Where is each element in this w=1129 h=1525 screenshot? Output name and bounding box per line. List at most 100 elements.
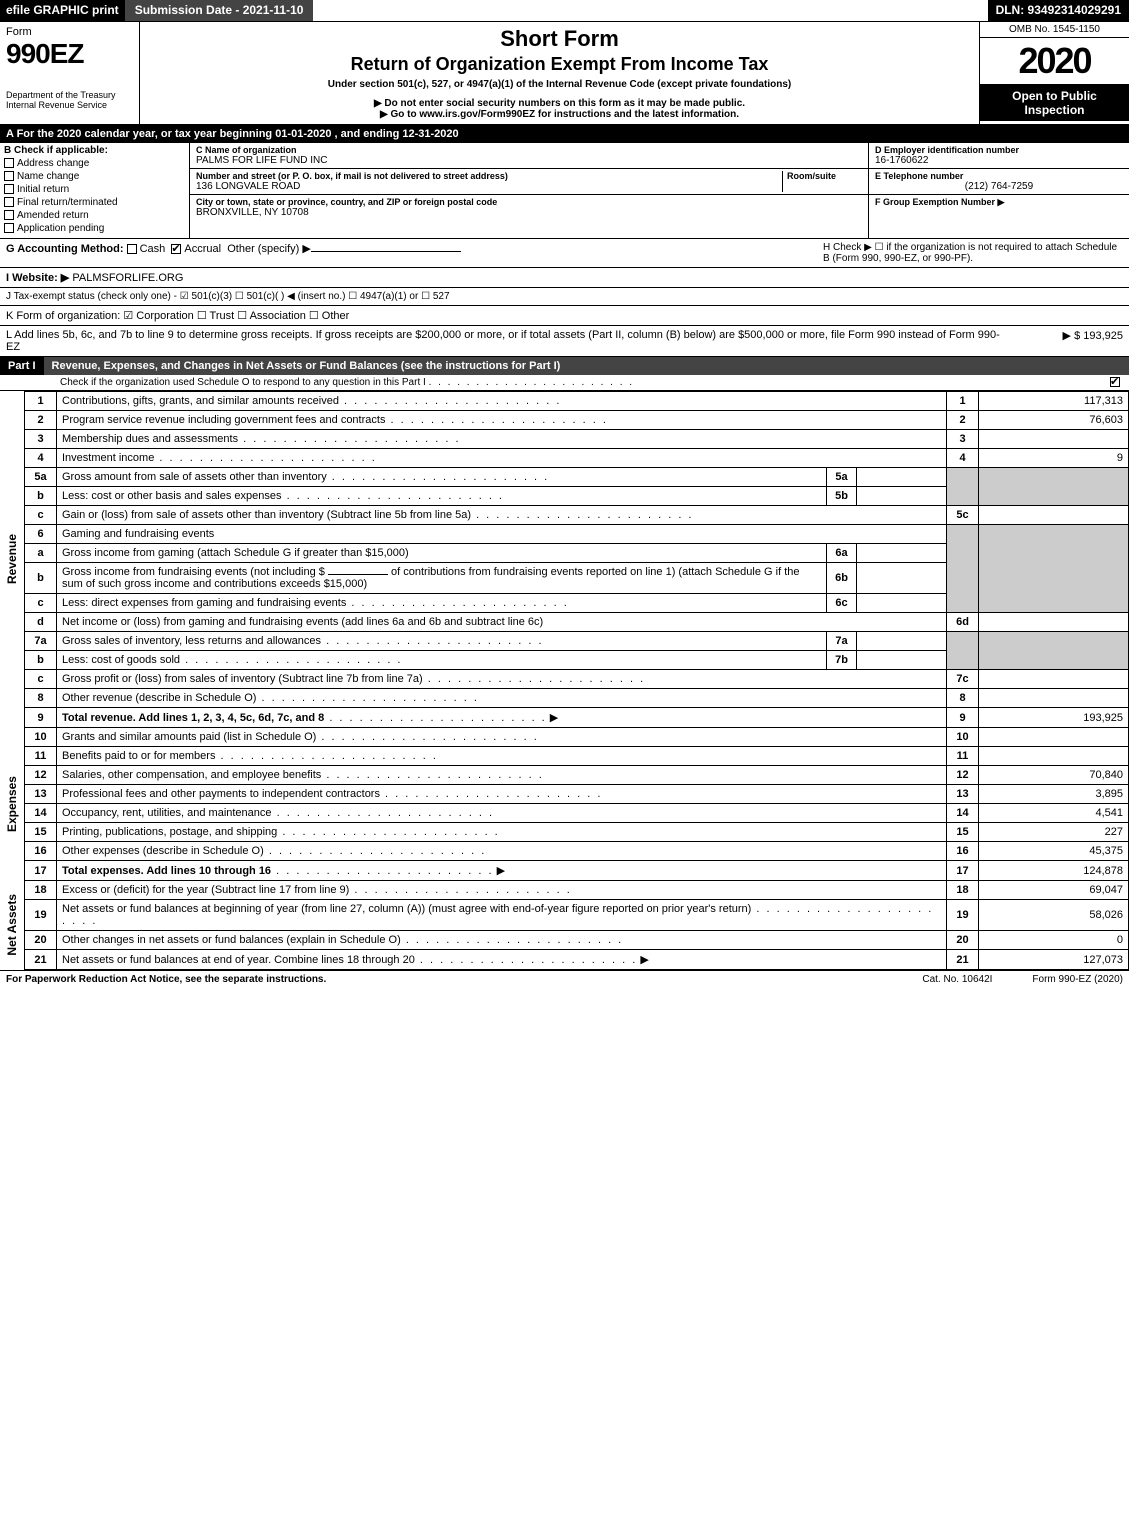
val-20: 0 — [979, 931, 1129, 950]
row-11: 11 Benefits paid to or for members 11 — [0, 747, 1129, 766]
tax-year: 2020 — [980, 38, 1129, 85]
line-k: K Form of organization: ☑ Corporation ☐ … — [0, 306, 1129, 326]
netassets-side-label: Net Assets — [5, 894, 19, 956]
line-j: J Tax-exempt status (check only one) - ☑… — [0, 288, 1129, 306]
form-word: Form — [6, 26, 133, 38]
line-g: G Accounting Method: Cash Accrual Other … — [6, 242, 823, 264]
chk-schedule-o[interactable] — [1110, 377, 1120, 387]
chk-amended-return[interactable]: Amended return — [4, 210, 185, 221]
dln-label: DLN: 93492314029291 — [988, 0, 1129, 21]
org-city-label: City or town, state or province, country… — [196, 197, 862, 207]
entity-info-grid: B Check if applicable: Address change Na… — [0, 143, 1129, 239]
group-exemption-row: F Group Exemption Number ▶ — [869, 195, 1129, 210]
val-21: 127,073 — [979, 950, 1129, 970]
efile-label: efile GRAPHIC print — [0, 0, 125, 21]
row-5c: c Gain or (loss) from sale of assets oth… — [0, 506, 1129, 525]
val-13: 3,895 — [979, 785, 1129, 804]
val-4: 9 — [979, 449, 1129, 468]
subval-6c — [857, 594, 947, 613]
row-16: 16 Other expenses (describe in Schedule … — [0, 842, 1129, 861]
val-6d — [979, 613, 1129, 632]
phone-value: (212) 764-7259 — [875, 181, 1123, 192]
subval-6b — [857, 563, 947, 594]
ein-row: D Employer identification number 16-1760… — [869, 143, 1129, 169]
part1-bar: Part I Revenue, Expenses, and Changes in… — [0, 357, 1129, 375]
org-addr-value: 136 LONGVALE ROAD — [196, 181, 782, 192]
subval-7a — [857, 632, 947, 651]
val-3 — [979, 430, 1129, 449]
org-name-label: C Name of organization — [196, 145, 862, 155]
val-19: 58,026 — [979, 900, 1129, 931]
short-form-label: Short Form — [148, 26, 971, 52]
line-i-label: I Website: ▶ — [6, 272, 69, 284]
chk-initial-return[interactable]: Initial return — [4, 184, 185, 195]
form-meta-block: OMB No. 1545-1150 2020 Open to Public In… — [979, 22, 1129, 124]
tax-year-bar: A For the 2020 calendar year, or tax yea… — [0, 125, 1129, 143]
val-12: 70,840 — [979, 766, 1129, 785]
row-13: 13 Professional fees and other payments … — [0, 785, 1129, 804]
ein-label: D Employer identification number — [875, 145, 1123, 155]
ein-value: 16-1760622 — [875, 155, 1123, 166]
form-title-block: Short Form Return of Organization Exempt… — [140, 22, 979, 124]
row-1: Revenue 1 Contributions, gifts, grants, … — [0, 392, 1129, 411]
page-footer: For Paperwork Reduction Act Notice, see … — [0, 970, 1129, 988]
val-17: 124,878 — [979, 861, 1129, 881]
row-12: 12 Salaries, other compensation, and emp… — [0, 766, 1129, 785]
line-l-value: ▶ $ 193,925 — [1003, 329, 1123, 353]
row-18: Net Assets 18 Excess or (deficit) for th… — [0, 881, 1129, 900]
box-d-e-f: D Employer identification number 16-1760… — [869, 143, 1129, 238]
val-9: 193,925 — [979, 708, 1129, 728]
omb-number: OMB No. 1545-1150 — [980, 22, 1129, 38]
chk-cash[interactable] — [127, 244, 137, 254]
val-7c — [979, 670, 1129, 689]
part1-note: Check if the organization used Schedule … — [0, 375, 1129, 391]
row-6d: d Net income or (loss) from gaming and f… — [0, 613, 1129, 632]
website-value: PALMSFORLIFE.ORG — [72, 272, 183, 284]
line-l-text: L Add lines 5b, 6c, and 7b to line 9 to … — [6, 329, 1003, 353]
chk-final-return[interactable]: Final return/terminated — [4, 197, 185, 208]
phone-row: E Telephone number (212) 764-7259 — [869, 169, 1129, 195]
submission-date: Submission Date - 2021-11-10 — [125, 0, 314, 21]
form-subtitle: Under section 501(c), 527, or 4947(a)(1)… — [148, 79, 971, 90]
box-b-title: B Check if applicable: — [4, 145, 185, 156]
line-i: I Website: ▶ PALMSFORLIFE.ORG — [0, 268, 1129, 288]
form-warning-1: ▶ Do not enter social security numbers o… — [148, 98, 971, 109]
form-number: 990EZ — [6, 38, 133, 70]
box-c: C Name of organization PALMS FOR LIFE FU… — [190, 143, 869, 238]
val-11 — [979, 747, 1129, 766]
val-14: 4,541 — [979, 804, 1129, 823]
irs-label: Internal Revenue Service — [6, 100, 133, 110]
chk-address-change[interactable]: Address change — [4, 158, 185, 169]
revenue-side-label: Revenue — [5, 534, 19, 584]
line-g-label: G Accounting Method: — [6, 243, 124, 255]
chk-name-change[interactable]: Name change — [4, 171, 185, 182]
group-exemption-label: F Group Exemption Number ▶ — [875, 197, 1123, 208]
val-18: 69,047 — [979, 881, 1129, 900]
line-h: H Check ▶ ☐ if the organization is not r… — [823, 242, 1123, 264]
form-id-block: Form 990EZ Department of the Treasury In… — [0, 22, 140, 124]
expenses-side-label: Expenses — [5, 776, 19, 832]
footer-right: Form 990-EZ (2020) — [1032, 974, 1123, 985]
row-17: 17 Total expenses. Add lines 10 through … — [0, 861, 1129, 881]
box-b: B Check if applicable: Address change Na… — [0, 143, 190, 238]
inspect-line1: Open to Public — [1012, 89, 1097, 103]
org-city-row: City or town, state or province, country… — [190, 195, 868, 220]
chk-application-pending[interactable]: Application pending — [4, 223, 185, 234]
org-name-value: PALMS FOR LIFE FUND INC — [196, 155, 862, 166]
top-bar: efile GRAPHIC print Submission Date - 20… — [0, 0, 1129, 22]
val-8 — [979, 689, 1129, 708]
row-19: 19 Net assets or fund balances at beginn… — [0, 900, 1129, 931]
val-10 — [979, 728, 1129, 747]
row-21: 21 Net assets or fund balances at end of… — [0, 950, 1129, 970]
row-7a: 7a Gross sales of inventory, less return… — [0, 632, 1129, 651]
footer-mid: Cat. No. 10642I — [922, 974, 992, 985]
row-5a: 5a Gross amount from sale of assets othe… — [0, 468, 1129, 487]
val-5c — [979, 506, 1129, 525]
chk-accrual[interactable] — [171, 244, 181, 254]
part1-title: Revenue, Expenses, and Changes in Net As… — [44, 357, 1129, 375]
org-city-value: BRONXVILLE, NY 10708 — [196, 207, 862, 218]
part1-label: Part I — [0, 357, 44, 375]
row-2: 2 Program service revenue including gove… — [0, 411, 1129, 430]
line-g-h: G Accounting Method: Cash Accrual Other … — [0, 239, 1129, 268]
row-7c: c Gross profit or (loss) from sales of i… — [0, 670, 1129, 689]
